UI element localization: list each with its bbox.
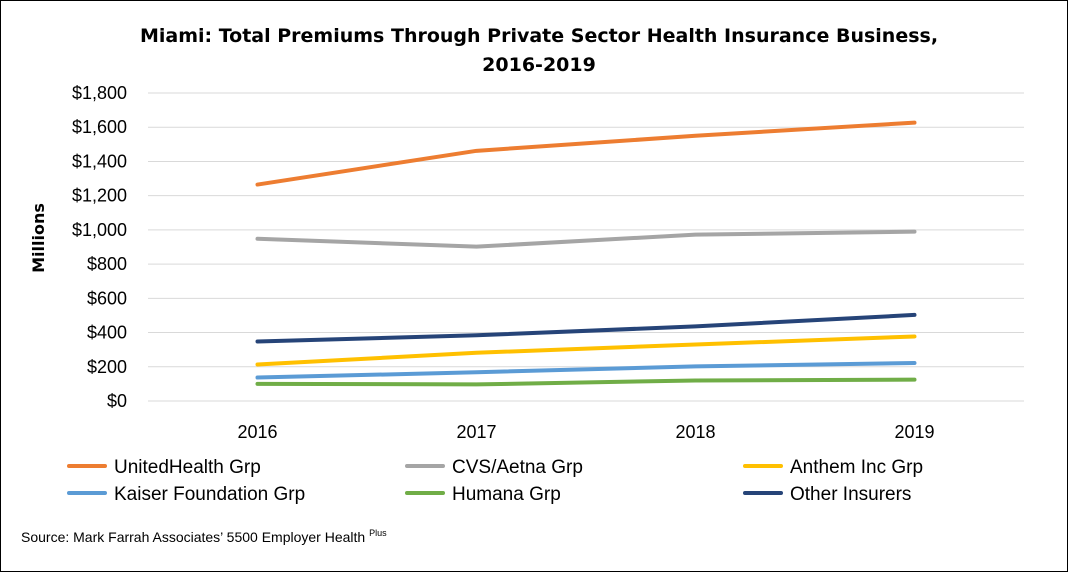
y-axis-label: Millions	[29, 203, 48, 273]
source-superscript: Plus	[369, 528, 387, 538]
y-tick-label: $1,600	[72, 117, 127, 137]
y-tick-label: $1,200	[72, 186, 127, 206]
x-tick-label: 2016	[237, 422, 277, 442]
series-line-0	[255, 120, 917, 187]
x-tick-label: 2018	[675, 422, 715, 442]
x-tick-label: 2017	[456, 422, 496, 442]
y-tick-label: $0	[107, 391, 127, 411]
chart-title-line-1: Miami: Total Premiums Through Private Se…	[140, 25, 938, 47]
y-tick-label: $800	[87, 254, 127, 274]
y-tick-label: $1,800	[72, 83, 127, 103]
legend-label: CVS/Aetna Grp	[452, 457, 583, 478]
y-tick-label: $1,000	[72, 220, 127, 240]
y-axis-ticks: $0 $200 $400 $600 $800 $1,000 $1,200 $1,400 $1,6…	[72, 83, 127, 411]
legend-label: Other Insurers	[790, 484, 911, 505]
series-line-2	[255, 334, 917, 367]
y-tick-label: $600	[87, 288, 127, 308]
gridlines	[148, 92, 1024, 402]
legend-label: Anthem Inc Grp	[790, 457, 923, 478]
source-note: Source: Mark Farrah Associates’ 5500 Emp…	[21, 528, 387, 545]
legend: UnitedHealth Grp CVS/Aetna Grp Anthem Inc …	[67, 457, 923, 505]
series-line-1	[255, 229, 917, 249]
series-line-3	[255, 361, 917, 380]
x-axis-ticks: 2016 2017 2018 2019	[237, 422, 934, 442]
series-line-5	[255, 312, 917, 344]
source-text: Source: Mark Farrah Associates’ 5500 Emp…	[21, 529, 366, 545]
series-lines	[255, 120, 917, 387]
y-tick-label: $200	[87, 357, 127, 377]
legend-label: Kaiser Foundation Grp	[114, 484, 305, 505]
y-tick-label: $1,400	[72, 151, 127, 171]
legend-label: UnitedHealth Grp	[114, 457, 261, 478]
series-line-4	[255, 377, 917, 387]
y-tick-label: $400	[87, 323, 127, 343]
x-tick-label: 2019	[894, 422, 934, 442]
legend-label: Humana Grp	[452, 484, 561, 505]
chart-title-line-2: 2016-2019	[482, 54, 596, 76]
